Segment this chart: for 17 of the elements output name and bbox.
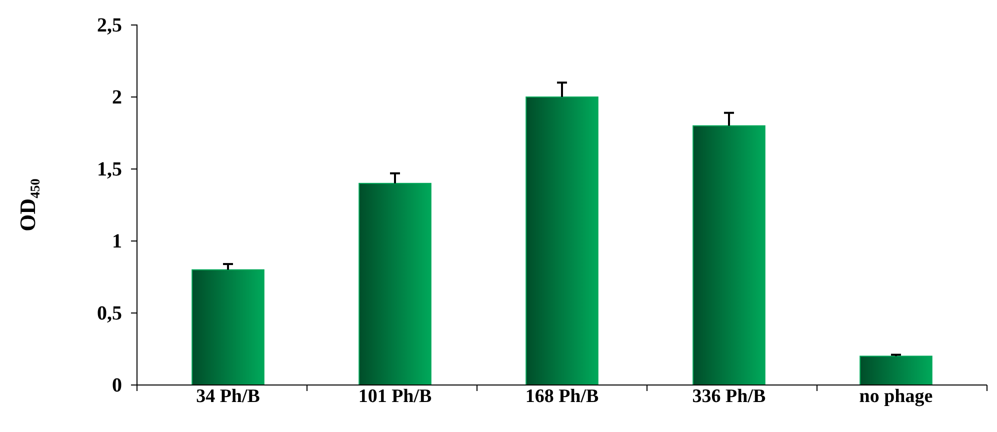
x-tick-label: 101 Ph/B (358, 386, 432, 407)
x-tick-label: 168 Ph/B (525, 386, 600, 407)
y-tick-label: 1 (112, 230, 122, 252)
bar (358, 182, 432, 386)
bar (192, 269, 264, 386)
y-tick-label: 1,5 (97, 158, 122, 180)
y-tick-label: 0,5 (97, 302, 122, 324)
y-tick-label: 0 (112, 374, 122, 396)
y-tick-label: 2,5 (97, 14, 122, 36)
bar (526, 96, 598, 386)
bar (860, 356, 932, 386)
x-tick-label: 336 Ph/B (692, 386, 766, 407)
y-tick-label: 2 (112, 86, 122, 108)
y-axis-title: OD₄₅₀ (15, 178, 40, 232)
x-tick-label: no phage (859, 386, 933, 407)
bar (692, 125, 766, 386)
x-tick-label: 34 Ph/B (196, 386, 260, 407)
